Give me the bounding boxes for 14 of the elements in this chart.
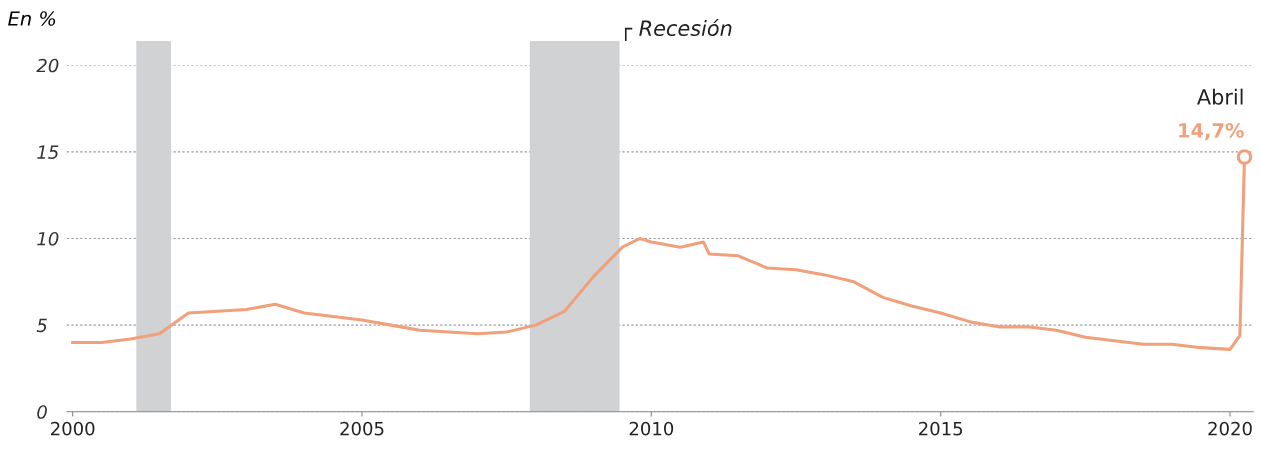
- y-tick-label: 20: [36, 58, 59, 73]
- y-tick-label: 0: [37, 405, 47, 419]
- y-tick-label: 5: [36, 318, 47, 333]
- x-tick-label: 2015: [919, 421, 963, 436]
- x-tick-label: 2000: [51, 421, 95, 436]
- band-label: ┌ Recesión: [624, 19, 732, 41]
- y-tick-label: 10: [37, 231, 59, 246]
- y-tick-label: 15: [37, 145, 59, 159]
- x-tick-label: 2010: [629, 421, 674, 436]
- annotation: Abril: [1197, 88, 1243, 105]
- annotation: 14,7%: [1179, 123, 1244, 141]
- y-axis-title: En %: [8, 11, 56, 26]
- x-tick-label: 2020: [1208, 421, 1252, 436]
- x-tick-label: 2005: [340, 421, 384, 436]
